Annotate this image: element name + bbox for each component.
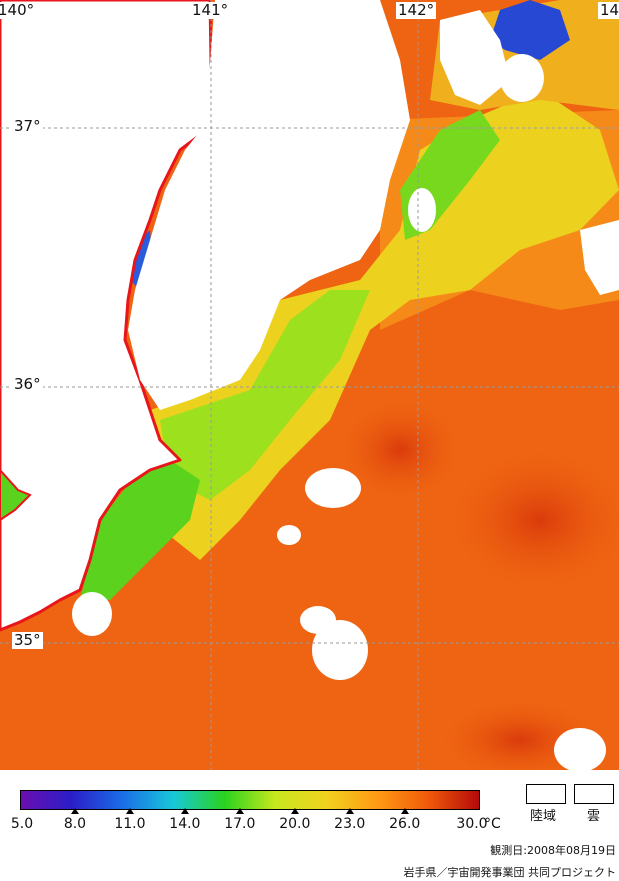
lon-label-141: 141° <box>190 1 231 19</box>
colorbar-unit: °C <box>484 816 501 832</box>
cloud-area <box>277 525 301 545</box>
observation-date: 観測日:2008年08月19日 <box>490 844 616 857</box>
cloud-area <box>312 620 368 680</box>
colorbar-tick-label: 5.0 <box>10 816 34 832</box>
cloud-area <box>72 592 112 636</box>
cloud-area <box>554 728 606 772</box>
legend-cloud-swatch <box>574 784 614 804</box>
cloud-area <box>305 468 361 508</box>
colorbar-tick-mark <box>70 808 79 814</box>
lon-label-143: 143° <box>598 2 619 19</box>
colorbar-tick-label: 26.0 <box>389 816 421 832</box>
colorbar-tick-label: 30.0 <box>456 816 488 832</box>
legend-land-swatch <box>526 784 566 804</box>
lower-panel <box>0 770 619 881</box>
cloud-area <box>440 10 510 105</box>
land-honshu <box>0 0 214 632</box>
land-boso-small <box>0 468 32 522</box>
cloud-area <box>128 0 410 410</box>
sst-band-lightgreen <box>160 290 370 500</box>
colorbar-tick-label: 23.0 <box>334 816 366 832</box>
legend-land-label: 陸域 <box>530 809 557 824</box>
colorbar-tick-mark <box>125 808 134 814</box>
cloud-area <box>580 220 619 295</box>
colorbar-tick-label: 8.0 <box>63 816 87 832</box>
lat-label-35: 35° <box>12 631 43 649</box>
lat-label-37: 37° <box>12 117 43 135</box>
temperature-colorbar <box>20 790 480 810</box>
legend-cloud-label: 雲 <box>587 809 601 824</box>
lat-label-36: 36° <box>12 375 43 393</box>
colorbar-tick-mark <box>180 808 189 814</box>
colorbar-tick-label: 17.0 <box>224 816 256 832</box>
colorbar-tick-mark <box>235 808 244 814</box>
lon-label-140: 140° <box>0 2 37 19</box>
colorbar-tick-label: 14.0 <box>169 816 201 832</box>
credit-line: 岩手県／宇宙開発事業団 共同プロジェクト <box>403 866 617 879</box>
cold-patch <box>490 0 570 60</box>
colorbar-tick-label: 20.0 <box>279 816 311 832</box>
colorbar-tick-label: 11.0 <box>114 816 146 832</box>
lon-label-142: 142° <box>396 1 437 19</box>
cloud-area <box>500 54 544 102</box>
colorbar-tick-mark <box>400 808 409 814</box>
colorbar-tick-mark <box>290 808 299 814</box>
warm-patch <box>340 400 460 500</box>
warm-patch <box>450 450 619 590</box>
cloud-area <box>408 188 436 232</box>
colorbar-tick-mark <box>345 808 354 814</box>
cloud-area <box>300 606 336 634</box>
sst-band-green <box>80 460 200 600</box>
